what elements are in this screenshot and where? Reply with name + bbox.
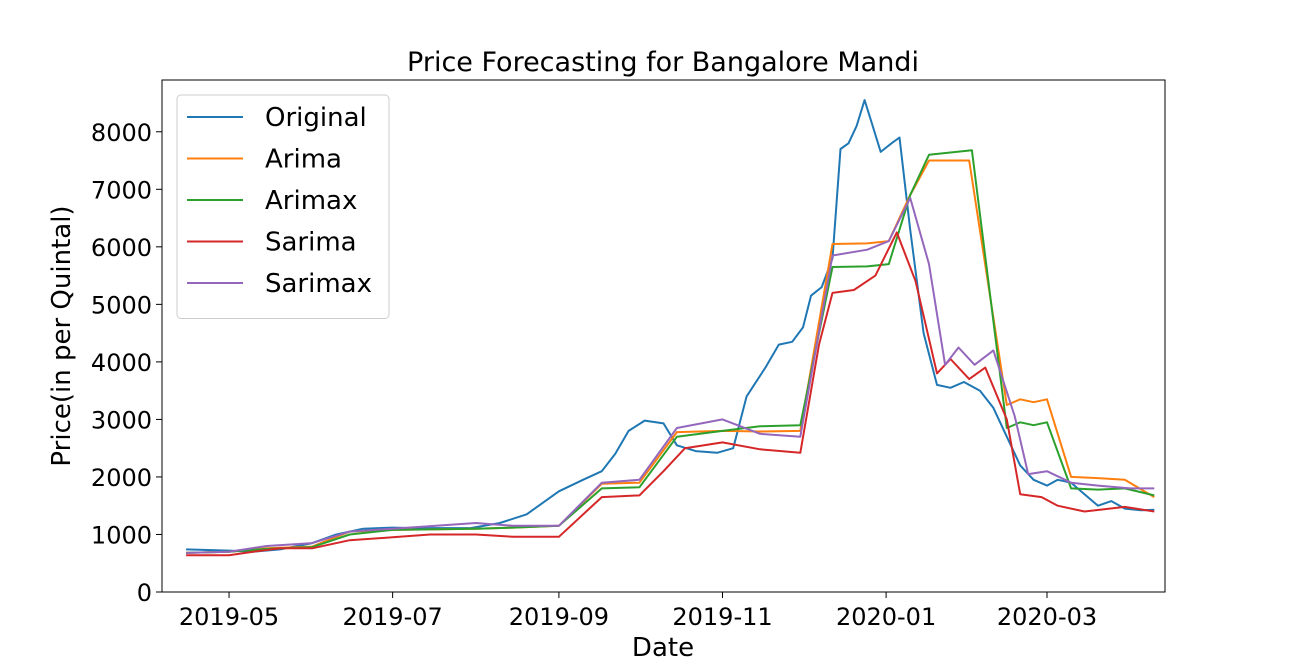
y-tick-label: 6000	[91, 234, 152, 262]
y-tick-label: 3000	[91, 406, 152, 434]
y-axis: 0 1000 2000 3000 4000 5000 6000 7000 8000	[91, 119, 162, 607]
y-tick-label: 7000	[91, 176, 152, 204]
y-tick-label: 1000	[91, 521, 152, 549]
y-axis-label: Price(in per Quintal)	[47, 205, 77, 466]
y-tick-label: 2000	[91, 464, 152, 492]
x-tick-label: 2019-11	[672, 603, 772, 631]
y-tick-label: 0	[137, 579, 152, 607]
x-axis: 2019-05 2019-07 2019-09 2019-11 2020-01 2020-…	[179, 592, 1097, 631]
series-line-sarimax	[186, 196, 1155, 554]
x-tick-label: 2019-09	[509, 603, 609, 631]
legend-label-sarimax: Sarimax	[265, 269, 372, 299]
y-tick-label: 4000	[91, 349, 152, 377]
x-tick-label: 2019-07	[342, 603, 442, 631]
plot-frame	[161, 79, 1166, 593]
y-tick-label: 8000	[91, 119, 152, 147]
x-tick-label: 2020-01	[836, 603, 936, 631]
x-tick-label: 2020-03	[997, 603, 1097, 631]
legend-box	[176, 94, 390, 319]
series-layer	[186, 99, 1155, 557]
legend-label-arimax: Arimax	[265, 186, 357, 216]
legend: Original Arima Arimax Sarima Sarimax	[176, 94, 390, 319]
chart-title: Price Forecasting for Bangalore Mandi	[407, 47, 919, 78]
y-tick-label: 5000	[91, 291, 152, 319]
x-tick-label: 2019-05	[179, 603, 279, 631]
legend-label-arima: Arima	[265, 145, 342, 175]
x-axis-label: Date	[632, 633, 694, 663]
legend-label-original: Original	[265, 103, 367, 133]
series-line-sarima	[186, 231, 1155, 557]
series-line-arimax	[186, 149, 1155, 554]
legend-label-sarima: Sarima	[265, 228, 357, 258]
